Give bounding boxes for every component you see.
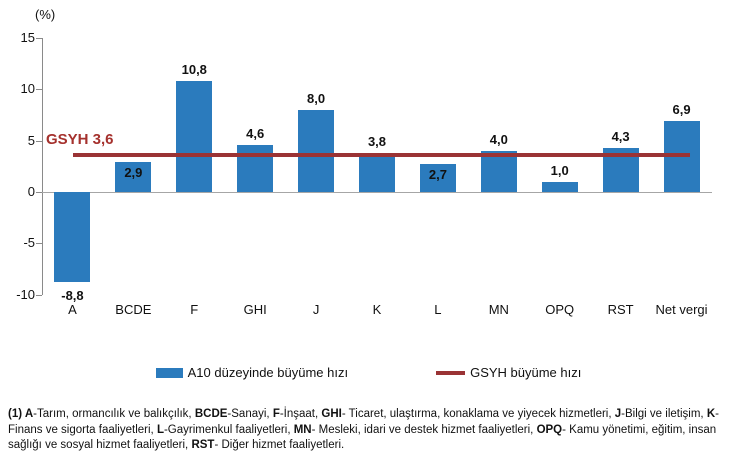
footnote-code: K (706, 408, 716, 420)
bar (480, 150, 517, 192)
y-tick-mark (36, 192, 42, 193)
footnote-text: - Ticaret, ulaştırma, konaklama ve yiyec… (341, 408, 615, 420)
footnote-code: F (272, 408, 280, 420)
legend-label-bar-series: A10 düzeyinde büyüme hızı (187, 365, 349, 380)
x-category-label: F (190, 302, 199, 317)
x-axis-zero-line (42, 192, 712, 193)
footnote-text: -Tarım, ormancılık ve balıkçılık, (33, 408, 195, 420)
footnote-text: - Mesleki, idari ve destek hizmet faaliy… (311, 423, 537, 436)
y-tick-mark (36, 243, 42, 245)
footnote-text: -Gayrimenkul faaliyetleri, (163, 423, 294, 436)
bar-value-label: 4,6 (246, 125, 265, 141)
x-category-label: OPQ (545, 302, 575, 317)
y-tick-mark (36, 89, 42, 91)
y-tick-label: -10 (16, 286, 35, 302)
y-tick-mark (36, 38, 42, 39)
bar-value-label: 2,7 (428, 167, 447, 183)
bar-value-label: 4,3 (611, 128, 630, 144)
footnote-code: MN (293, 423, 312, 436)
x-category-label: RST (607, 302, 634, 317)
footnote-code: GHI (321, 408, 342, 420)
footnote-code: RST (191, 439, 215, 451)
footnote: (1) A-Tarım, ormancılık ve balıkçılık, B… (8, 407, 730, 454)
reference-line-label: GSYH 3,6 (46, 131, 114, 148)
footnote-code: J (614, 408, 622, 420)
y-tick-label: 0 (27, 184, 35, 199)
bar-value-label: 6,9 (672, 102, 691, 118)
bar-value-label: 1,0 (550, 162, 569, 178)
bar (419, 164, 456, 192)
footnote-text: - Kamu yönetimi, eğitim, insan sağlığı v… (8, 423, 717, 452)
legend-item-line-series: GSYH büyüme hızı (436, 365, 581, 380)
bar (54, 192, 91, 283)
bar (115, 162, 152, 192)
footnote-code: A (24, 408, 34, 420)
footnote-text: -Sanayi, (227, 408, 273, 420)
x-category-label: Net vergi (655, 302, 708, 317)
footnote-code: OPQ (536, 423, 563, 436)
x-category-label: BCDE (115, 302, 152, 317)
y-tick-label: 10 (20, 81, 35, 97)
bar-value-label: 10,8 (181, 62, 207, 78)
bar (176, 81, 213, 192)
y-tick-mark (36, 294, 42, 296)
y-tick-label: 15 (20, 30, 35, 45)
bar (237, 144, 274, 192)
footnote-text: -İnşaat, (279, 408, 322, 420)
y-axis-unit-label: (%) (35, 7, 56, 22)
footnote-text: - Diğer hizmet faaliyetleri. (214, 439, 345, 451)
gsyh-reference-line (73, 153, 690, 158)
x-category-label: GHI (243, 302, 267, 317)
legend-item-bar-series: A10 düzeyinde büyüme hızı (155, 365, 349, 380)
footnote-code: BCDE (194, 408, 228, 420)
footnote-text: -Finans ve sigorta faaliyetleri, (8, 408, 719, 436)
x-category-label: A (68, 302, 77, 317)
x-category-label: L (434, 302, 442, 317)
bar (298, 109, 335, 192)
bar-series-swatch-icon (155, 367, 183, 378)
x-category-label: K (372, 302, 382, 317)
x-category-label: J (312, 302, 320, 317)
bar-value-label: 4,0 (489, 131, 508, 147)
footnote-code: L (156, 423, 164, 436)
footnote-text: -Bilgi ve iletişim, (621, 408, 707, 420)
bar-value-label: -8,8 (61, 288, 84, 304)
legend: A10 düzeyinde büyüme hızı GSYH büyüme hı… (0, 365, 737, 380)
y-tick-label: 5 (27, 132, 35, 148)
y-tick-label: -5 (23, 235, 35, 251)
bar-value-label: 3,8 (367, 133, 387, 149)
footnote-code: (1) (8, 408, 25, 420)
x-category-label: MN (488, 302, 509, 317)
bar (541, 181, 578, 192)
bar (359, 152, 395, 192)
legend-label-line-series: GSYH büyüme hızı (470, 365, 582, 380)
bar-value-label: 2,9 (124, 165, 143, 181)
y-axis-line (42, 38, 43, 295)
bar-value-label: 8,0 (307, 90, 326, 106)
line-series-swatch-icon (436, 370, 466, 375)
y-tick-mark (36, 140, 42, 142)
